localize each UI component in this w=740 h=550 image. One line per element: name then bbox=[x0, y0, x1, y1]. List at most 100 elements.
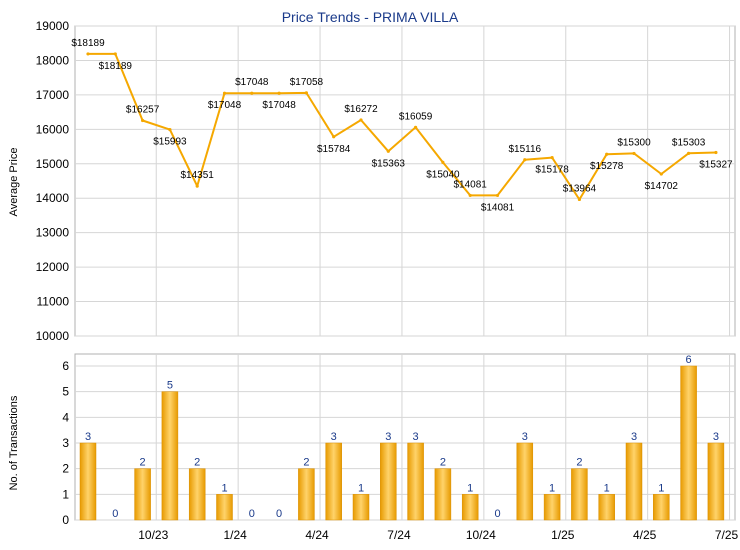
transaction-bar bbox=[216, 494, 233, 521]
transaction-bar-label: 5 bbox=[167, 380, 173, 392]
price-y-tick: 14000 bbox=[36, 191, 70, 205]
price-y-tick: 10000 bbox=[36, 329, 70, 343]
transaction-bar bbox=[380, 442, 397, 521]
transaction-bar-label: 2 bbox=[576, 457, 582, 469]
price-data-label: $15784 bbox=[317, 144, 351, 155]
transaction-bar-label: 3 bbox=[331, 431, 337, 443]
price-data-label: $18189 bbox=[71, 38, 105, 49]
price-point bbox=[632, 151, 636, 156]
price-data-label: $15300 bbox=[617, 137, 651, 148]
transaction-bar bbox=[516, 442, 534, 521]
price-data-label: $17048 bbox=[208, 100, 242, 111]
price-data-label: $17048 bbox=[235, 77, 269, 88]
transaction-bar-label: 1 bbox=[658, 482, 664, 494]
transactions-y-tick: 0 bbox=[62, 513, 69, 527]
x-tick-label: 7/24 bbox=[387, 528, 411, 542]
transaction-bar bbox=[680, 365, 697, 521]
transaction-bar bbox=[79, 442, 97, 521]
price-point bbox=[495, 193, 500, 198]
price-point bbox=[577, 197, 582, 202]
transaction-bar bbox=[325, 442, 342, 521]
price-point bbox=[441, 160, 445, 164]
transaction-bar bbox=[625, 442, 643, 521]
price-y-tick: 18000 bbox=[36, 53, 70, 67]
price-point bbox=[359, 118, 363, 122]
price-point bbox=[113, 52, 117, 56]
price-point bbox=[250, 91, 254, 95]
price-data-label: $15116 bbox=[508, 144, 541, 155]
transaction-bar bbox=[571, 468, 588, 521]
price-data-label: $16059 bbox=[399, 111, 433, 122]
transaction-bar bbox=[707, 442, 725, 521]
x-tick-label: 4/24 bbox=[305, 528, 329, 542]
price-y-tick: 11000 bbox=[37, 295, 70, 309]
transaction-bar-label: 0 bbox=[276, 508, 282, 520]
transaction-bar-label: 3 bbox=[713, 431, 719, 443]
price-point bbox=[304, 91, 308, 95]
transaction-bar-label: 2 bbox=[140, 457, 146, 469]
price-data-label: $15363 bbox=[372, 158, 406, 169]
transactions-y-tick: 1 bbox=[62, 487, 69, 501]
transaction-bar bbox=[434, 468, 452, 521]
transactions-y-tick: 4 bbox=[62, 410, 69, 424]
chart-title: Price Trends - PRIMA VILLA bbox=[282, 9, 459, 25]
price-y-tick: 17000 bbox=[36, 88, 70, 102]
price-point bbox=[386, 149, 390, 153]
price-point bbox=[523, 158, 527, 162]
transaction-bar-label: 1 bbox=[467, 482, 473, 494]
transaction-bar-label: 3 bbox=[385, 431, 391, 443]
price-y-tick: 15000 bbox=[36, 157, 70, 171]
price-plot-frame bbox=[74, 25, 736, 337]
price-point bbox=[468, 193, 472, 198]
price-data-label: $15993 bbox=[153, 137, 187, 148]
price-line bbox=[88, 52, 716, 201]
transactions-y-tick: 6 bbox=[62, 359, 69, 373]
price-data-label: $15327 bbox=[699, 160, 733, 171]
transaction-bar bbox=[407, 442, 424, 521]
price-data-label: $17058 bbox=[290, 77, 324, 88]
transactions-panel: 0 1 2 3 4 5 6 10/23 1/24 4/24 7/24 10/24 1/25 4/25 7/2… bbox=[62, 353, 739, 542]
price-data-label: $16257 bbox=[126, 104, 160, 115]
price-data-label: $15303 bbox=[672, 137, 706, 148]
x-tick-label: 1/24 bbox=[223, 528, 247, 542]
price-y-axis-label: Average Price bbox=[8, 148, 20, 217]
price-data-label: $14081 bbox=[454, 179, 488, 190]
price-data-label: $14702 bbox=[645, 181, 679, 192]
transaction-bar bbox=[653, 494, 670, 521]
transactions-y-axis-label: No. of Transactions bbox=[8, 395, 20, 490]
transaction-bar-label: 0 bbox=[249, 508, 255, 520]
transaction-bar-label: 2 bbox=[194, 457, 200, 469]
price-point bbox=[605, 152, 609, 156]
x-tick-label: 10/23 bbox=[138, 528, 168, 542]
price-point bbox=[687, 151, 691, 155]
price-data-label: $15040 bbox=[426, 169, 460, 180]
transaction-bar bbox=[134, 468, 151, 521]
price-point bbox=[86, 52, 90, 56]
price-point bbox=[550, 156, 554, 160]
price-y-tick: 16000 bbox=[36, 122, 70, 136]
price-data-label: $16272 bbox=[344, 104, 378, 115]
price-point bbox=[195, 184, 199, 188]
transaction-bar-label: 6 bbox=[686, 354, 692, 366]
transactions-y-tick: 3 bbox=[62, 436, 69, 450]
price-data-label: $15278 bbox=[590, 161, 624, 172]
price-y-tick: 19000 bbox=[36, 19, 70, 33]
transaction-bar-label: 0 bbox=[112, 508, 118, 520]
transaction-bar-label: 2 bbox=[303, 457, 309, 469]
price-point bbox=[277, 91, 281, 95]
transaction-bar-label: 2 bbox=[440, 457, 446, 469]
price-point bbox=[714, 150, 718, 155]
price-data-label: $15178 bbox=[535, 165, 569, 176]
transaction-bar-label: 3 bbox=[631, 431, 637, 443]
transaction-bar bbox=[161, 391, 179, 521]
x-tick-label: 10/24 bbox=[466, 528, 496, 542]
price-data-label: $18189 bbox=[99, 61, 133, 72]
transaction-bar-label: 1 bbox=[549, 482, 555, 494]
price-point bbox=[141, 118, 145, 123]
transaction-bar-label: 1 bbox=[604, 482, 610, 494]
transaction-bar bbox=[461, 494, 479, 521]
transaction-bar-label: 1 bbox=[221, 482, 227, 494]
x-tick-label: 7/25 bbox=[715, 528, 739, 542]
